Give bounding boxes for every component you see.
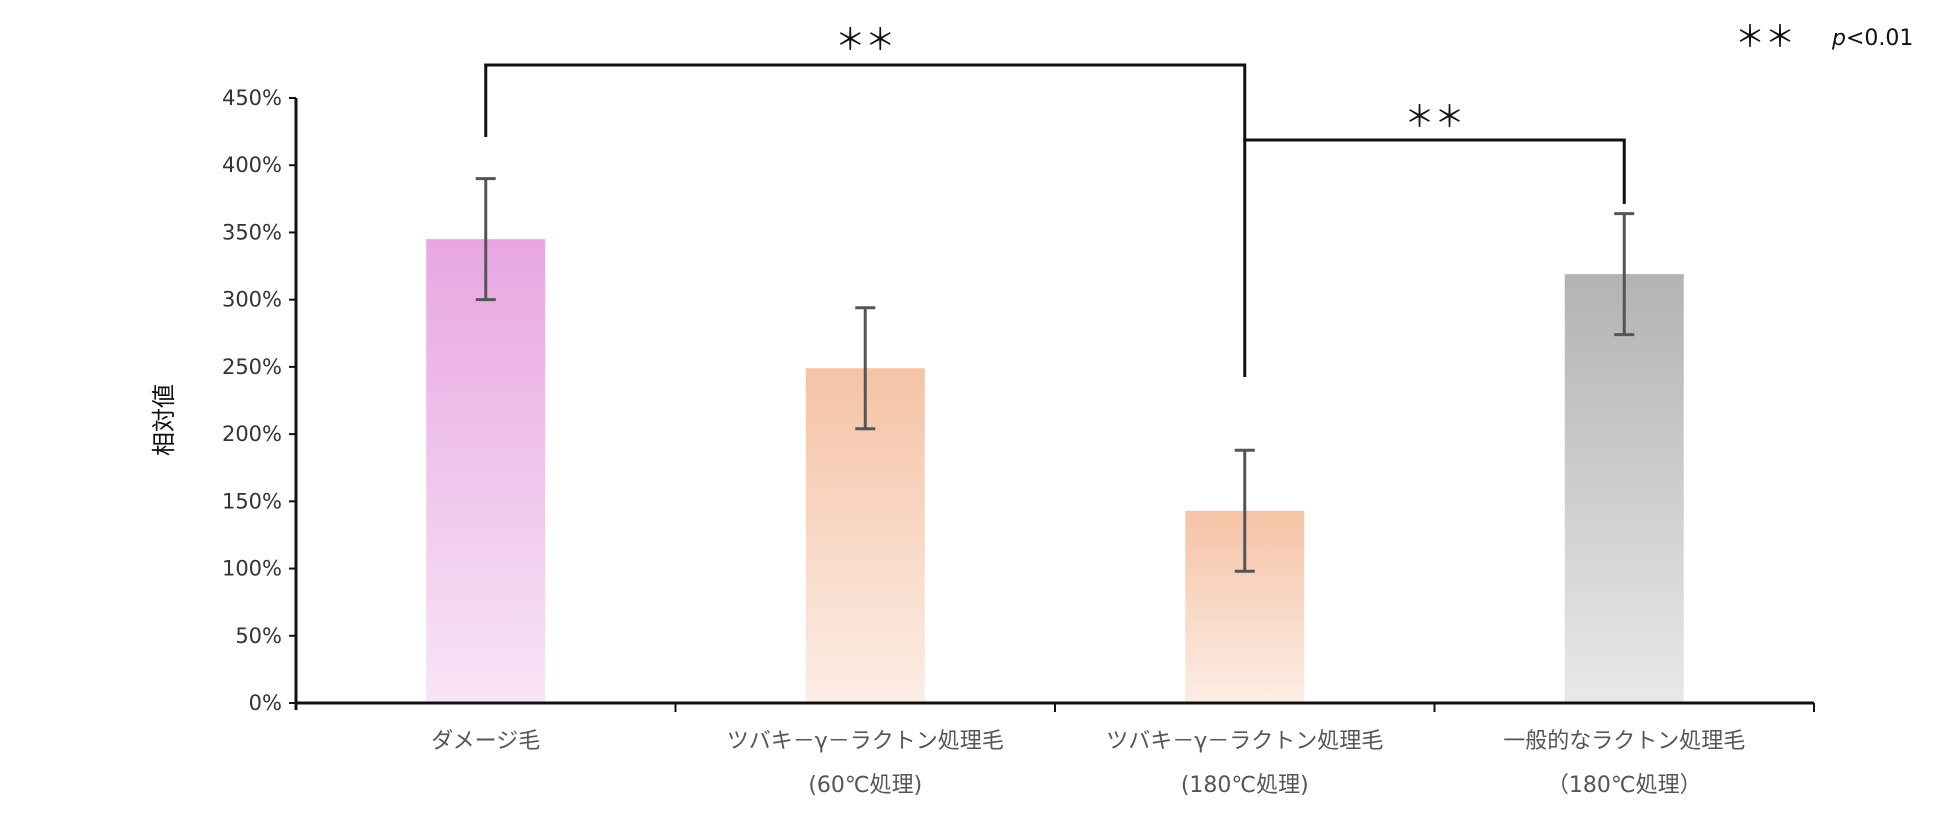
- error-bar-3: [1234, 448, 1255, 573]
- x-tick-sublabel: (180℃処理): [1181, 773, 1309, 798]
- y-tick-label: 100%: [222, 557, 282, 581]
- legend-symbol: ＊＊: [1735, 20, 1795, 55]
- legend-p-letter: p: [1831, 26, 1846, 51]
- y-tick-label: 300%: [222, 288, 282, 312]
- x-tick-label: ツバキ－γ－ラクトン処理毛: [1106, 729, 1383, 754]
- y-tick-label: 400%: [222, 153, 282, 177]
- bar-1: [426, 239, 546, 703]
- x-tick-sublabel: （180℃処理）: [1547, 773, 1702, 798]
- legend: ＊＊ p<0.01: [1735, 20, 1913, 55]
- x-tick-label: 一般的なラクトン処理毛: [1503, 729, 1745, 754]
- significance-layer: ＊＊ ＊＊: [484, 23, 1626, 377]
- significance-label-1: ＊＊: [835, 23, 895, 58]
- significance-label-2: ＊＊: [1405, 100, 1465, 135]
- legend-text: p<0.01: [1831, 26, 1913, 51]
- y-axis-label: 相対値: [150, 384, 178, 456]
- y-tick-label: 150%: [222, 489, 282, 513]
- error-bar-2: [855, 306, 876, 431]
- significance-bracket-2: [1244, 138, 1626, 204]
- x-tick-label: ダメージ毛: [431, 729, 540, 754]
- x-tick-label: ツバキ－γ－ラクトン処理毛: [727, 729, 1004, 754]
- y-tick-label: 350%: [222, 220, 282, 244]
- error-bar-1: [475, 177, 496, 302]
- y-tick-label: 50%: [235, 624, 282, 648]
- y-tick-label: 0%: [249, 691, 282, 715]
- bar-4: [1564, 274, 1684, 703]
- error-bar-4: [1614, 212, 1635, 337]
- y-tick-label: 250%: [222, 355, 282, 379]
- x-tick-sublabel: (60℃処理): [808, 773, 922, 798]
- bars-layer: [426, 239, 1684, 703]
- axes-layer: 0% 50% 100% 150% 200% 250% 300% 350% 400% 450% ダメー…: [222, 86, 1815, 798]
- significance-bracket-1: [484, 63, 1247, 377]
- y-tick-label: 200%: [222, 422, 282, 446]
- y-tick-label: 450%: [222, 86, 282, 110]
- error-bars-layer: [475, 177, 1635, 573]
- legend-p-rest: <0.01: [1846, 26, 1913, 51]
